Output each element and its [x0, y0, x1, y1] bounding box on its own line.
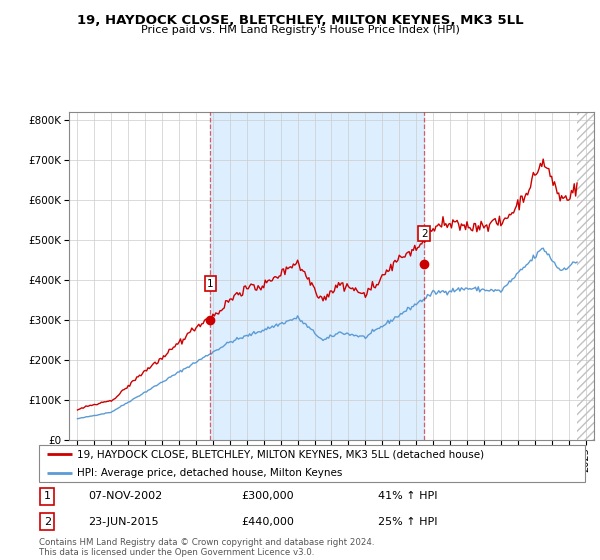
- Text: HPI: Average price, detached house, Milton Keynes: HPI: Average price, detached house, Milt…: [77, 468, 343, 478]
- Text: £440,000: £440,000: [241, 516, 294, 526]
- Text: £300,000: £300,000: [241, 491, 293, 501]
- Text: 2: 2: [421, 229, 428, 239]
- Text: 1: 1: [44, 491, 50, 501]
- Text: 2: 2: [44, 516, 51, 526]
- Text: Price paid vs. HM Land Registry's House Price Index (HPI): Price paid vs. HM Land Registry's House …: [140, 25, 460, 35]
- Text: 19, HAYDOCK CLOSE, BLETCHLEY, MILTON KEYNES, MK3 5LL (detached house): 19, HAYDOCK CLOSE, BLETCHLEY, MILTON KEY…: [77, 449, 484, 459]
- Text: 41% ↑ HPI: 41% ↑ HPI: [377, 491, 437, 501]
- Text: 25% ↑ HPI: 25% ↑ HPI: [377, 516, 437, 526]
- Text: 19, HAYDOCK CLOSE, BLETCHLEY, MILTON KEYNES, MK3 5LL: 19, HAYDOCK CLOSE, BLETCHLEY, MILTON KEY…: [77, 14, 523, 27]
- Text: 07-NOV-2002: 07-NOV-2002: [88, 491, 163, 501]
- Bar: [577, 112, 594, 440]
- Bar: [211, 112, 424, 440]
- Text: 1: 1: [207, 279, 214, 289]
- Text: 23-JUN-2015: 23-JUN-2015: [88, 516, 159, 526]
- Text: Contains HM Land Registry data © Crown copyright and database right 2024.
This d: Contains HM Land Registry data © Crown c…: [39, 538, 374, 557]
- FancyBboxPatch shape: [39, 445, 585, 482]
